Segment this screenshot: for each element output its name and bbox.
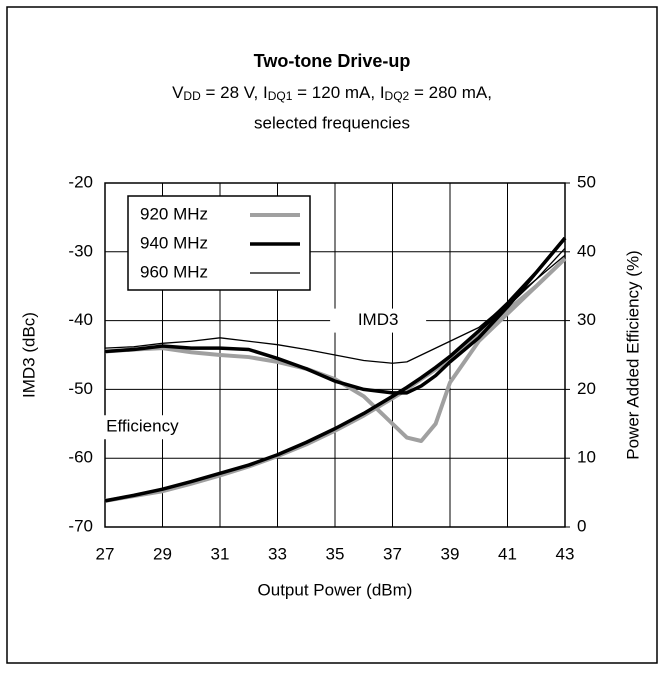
y-tick-label: -30 bbox=[68, 241, 93, 260]
y-tick-label: -40 bbox=[68, 310, 93, 329]
subtitle-part: = 28 V, I bbox=[201, 83, 268, 102]
y-tick-label: -20 bbox=[68, 172, 93, 191]
x-tick-label: 43 bbox=[556, 544, 575, 563]
annotation: IMD3 bbox=[358, 310, 399, 329]
annotation-bg bbox=[94, 415, 191, 440]
y2-tick-label: 50 bbox=[577, 172, 596, 191]
x-tick-label: 35 bbox=[326, 544, 345, 563]
subtitle-part: DQ2 bbox=[385, 89, 410, 103]
x-tick-label: 31 bbox=[211, 544, 230, 563]
y2-tick-label: 10 bbox=[577, 448, 596, 467]
y2-tick-label: 30 bbox=[577, 310, 596, 329]
frame bbox=[6, 6, 658, 664]
y-tick-label: -70 bbox=[68, 516, 93, 535]
x-tick-label: 39 bbox=[441, 544, 460, 563]
subtitle-part: V bbox=[172, 83, 184, 102]
legend-label: 920 MHz bbox=[140, 204, 208, 223]
series-line bbox=[104, 257, 567, 443]
y2-tick-label: 20 bbox=[577, 379, 596, 398]
x-tick-label: 33 bbox=[268, 544, 287, 563]
y-tick-label: -50 bbox=[68, 379, 93, 398]
annotation: Efficiency bbox=[106, 417, 179, 436]
series-line bbox=[104, 257, 567, 503]
subtitle-part: = 280 mA, bbox=[409, 83, 492, 102]
y2-axis-label: Power Added Efficiency (%) bbox=[623, 250, 642, 459]
y-tick-label: -60 bbox=[68, 448, 93, 467]
subtitle-part: DD bbox=[183, 89, 201, 103]
subtitle-part: = 120 mA, I bbox=[292, 83, 384, 102]
plot-frame bbox=[104, 182, 566, 528]
x-tick-label: 37 bbox=[383, 544, 402, 563]
series-line bbox=[104, 236, 567, 395]
chart-subtitle: VDD = 28 V, IDQ1 = 120 mA, IDQ2 = 280 mA… bbox=[172, 83, 492, 103]
y2-tick-label: 0 bbox=[577, 516, 586, 535]
y2-tick-label: 40 bbox=[577, 241, 596, 260]
annotation-bg bbox=[330, 308, 427, 333]
series-line bbox=[104, 254, 566, 364]
x-axis-label: Output Power (dBm) bbox=[258, 580, 413, 599]
subtitle-part: DQ1 bbox=[268, 89, 293, 103]
legend-label: 940 MHz bbox=[140, 233, 208, 252]
chart-subtitle: selected frequencies bbox=[254, 113, 410, 132]
series-line bbox=[104, 247, 566, 501]
x-tick-label: 27 bbox=[96, 544, 115, 563]
chart-title: Two-tone Drive-up bbox=[254, 51, 411, 71]
legend-label: 960 MHz bbox=[140, 262, 208, 281]
x-tick-label: 41 bbox=[498, 544, 517, 563]
x-tick-label: 29 bbox=[153, 544, 172, 563]
y-axis-label: IMD3 (dBc) bbox=[19, 312, 38, 398]
